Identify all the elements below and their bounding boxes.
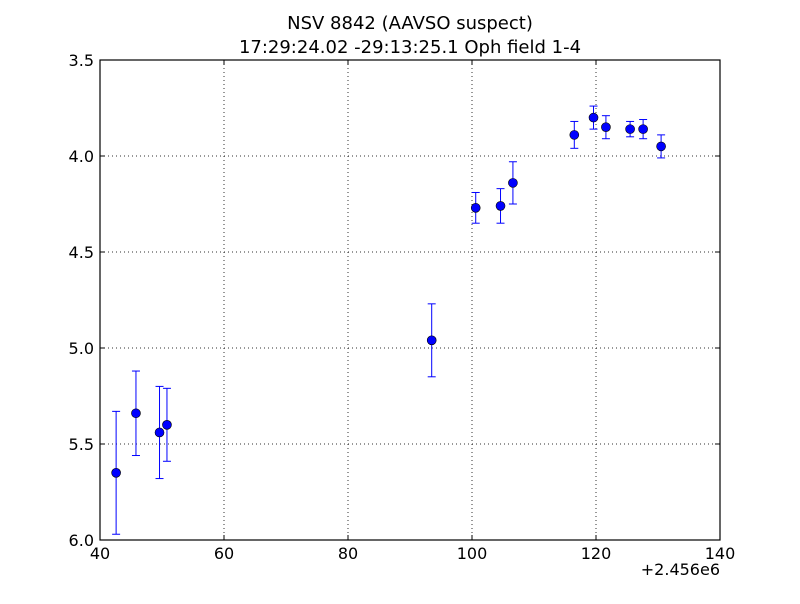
chart-title: NSV 8842 (AAVSO suspect)	[287, 13, 533, 34]
axis-ticks	[99, 59, 721, 541]
data-point	[162, 419, 172, 430]
x-offset-label: +2.456e6	[641, 560, 720, 579]
x-tick-label: 80	[338, 544, 358, 563]
data-point	[495, 201, 506, 211]
chart-subtitle: 17:29:24.02 -29:13:25.1 Oph field 1-4	[239, 37, 581, 58]
y-tick-label: 5.5	[69, 435, 94, 454]
y-tick-label: 3.5	[69, 51, 94, 70]
data-point	[131, 408, 141, 419]
data-point	[470, 203, 481, 213]
error-bars	[112, 105, 666, 535]
y-tick-label: 5.0	[69, 339, 94, 358]
data-point	[588, 112, 599, 123]
data-point	[625, 124, 635, 134]
data-points	[111, 112, 666, 478]
data-point	[154, 427, 165, 438]
plot-frame	[99, 59, 721, 541]
data-point	[638, 124, 648, 134]
y-tick-label: 4.0	[69, 147, 94, 166]
tick-labels: 40 60 80 100 120 140 3.5 4.0 4.5 5.0 5.5 6.0	[69, 51, 736, 563]
data-point	[508, 178, 518, 188]
x-tick-label: 140	[705, 544, 736, 563]
data-point	[656, 141, 666, 152]
data-point	[111, 467, 121, 478]
data-point	[569, 130, 580, 140]
x-tick-label: 100	[457, 544, 488, 563]
x-tick-label: 120	[581, 544, 612, 563]
y-tick-label: 6.0	[69, 531, 94, 550]
grid-layer	[100, 60, 720, 540]
x-tick-label: 40	[90, 544, 110, 563]
x-tick-label: 60	[214, 544, 234, 563]
data-point	[601, 122, 611, 132]
y-tick-label: 4.5	[69, 243, 94, 262]
data-point	[426, 335, 437, 346]
